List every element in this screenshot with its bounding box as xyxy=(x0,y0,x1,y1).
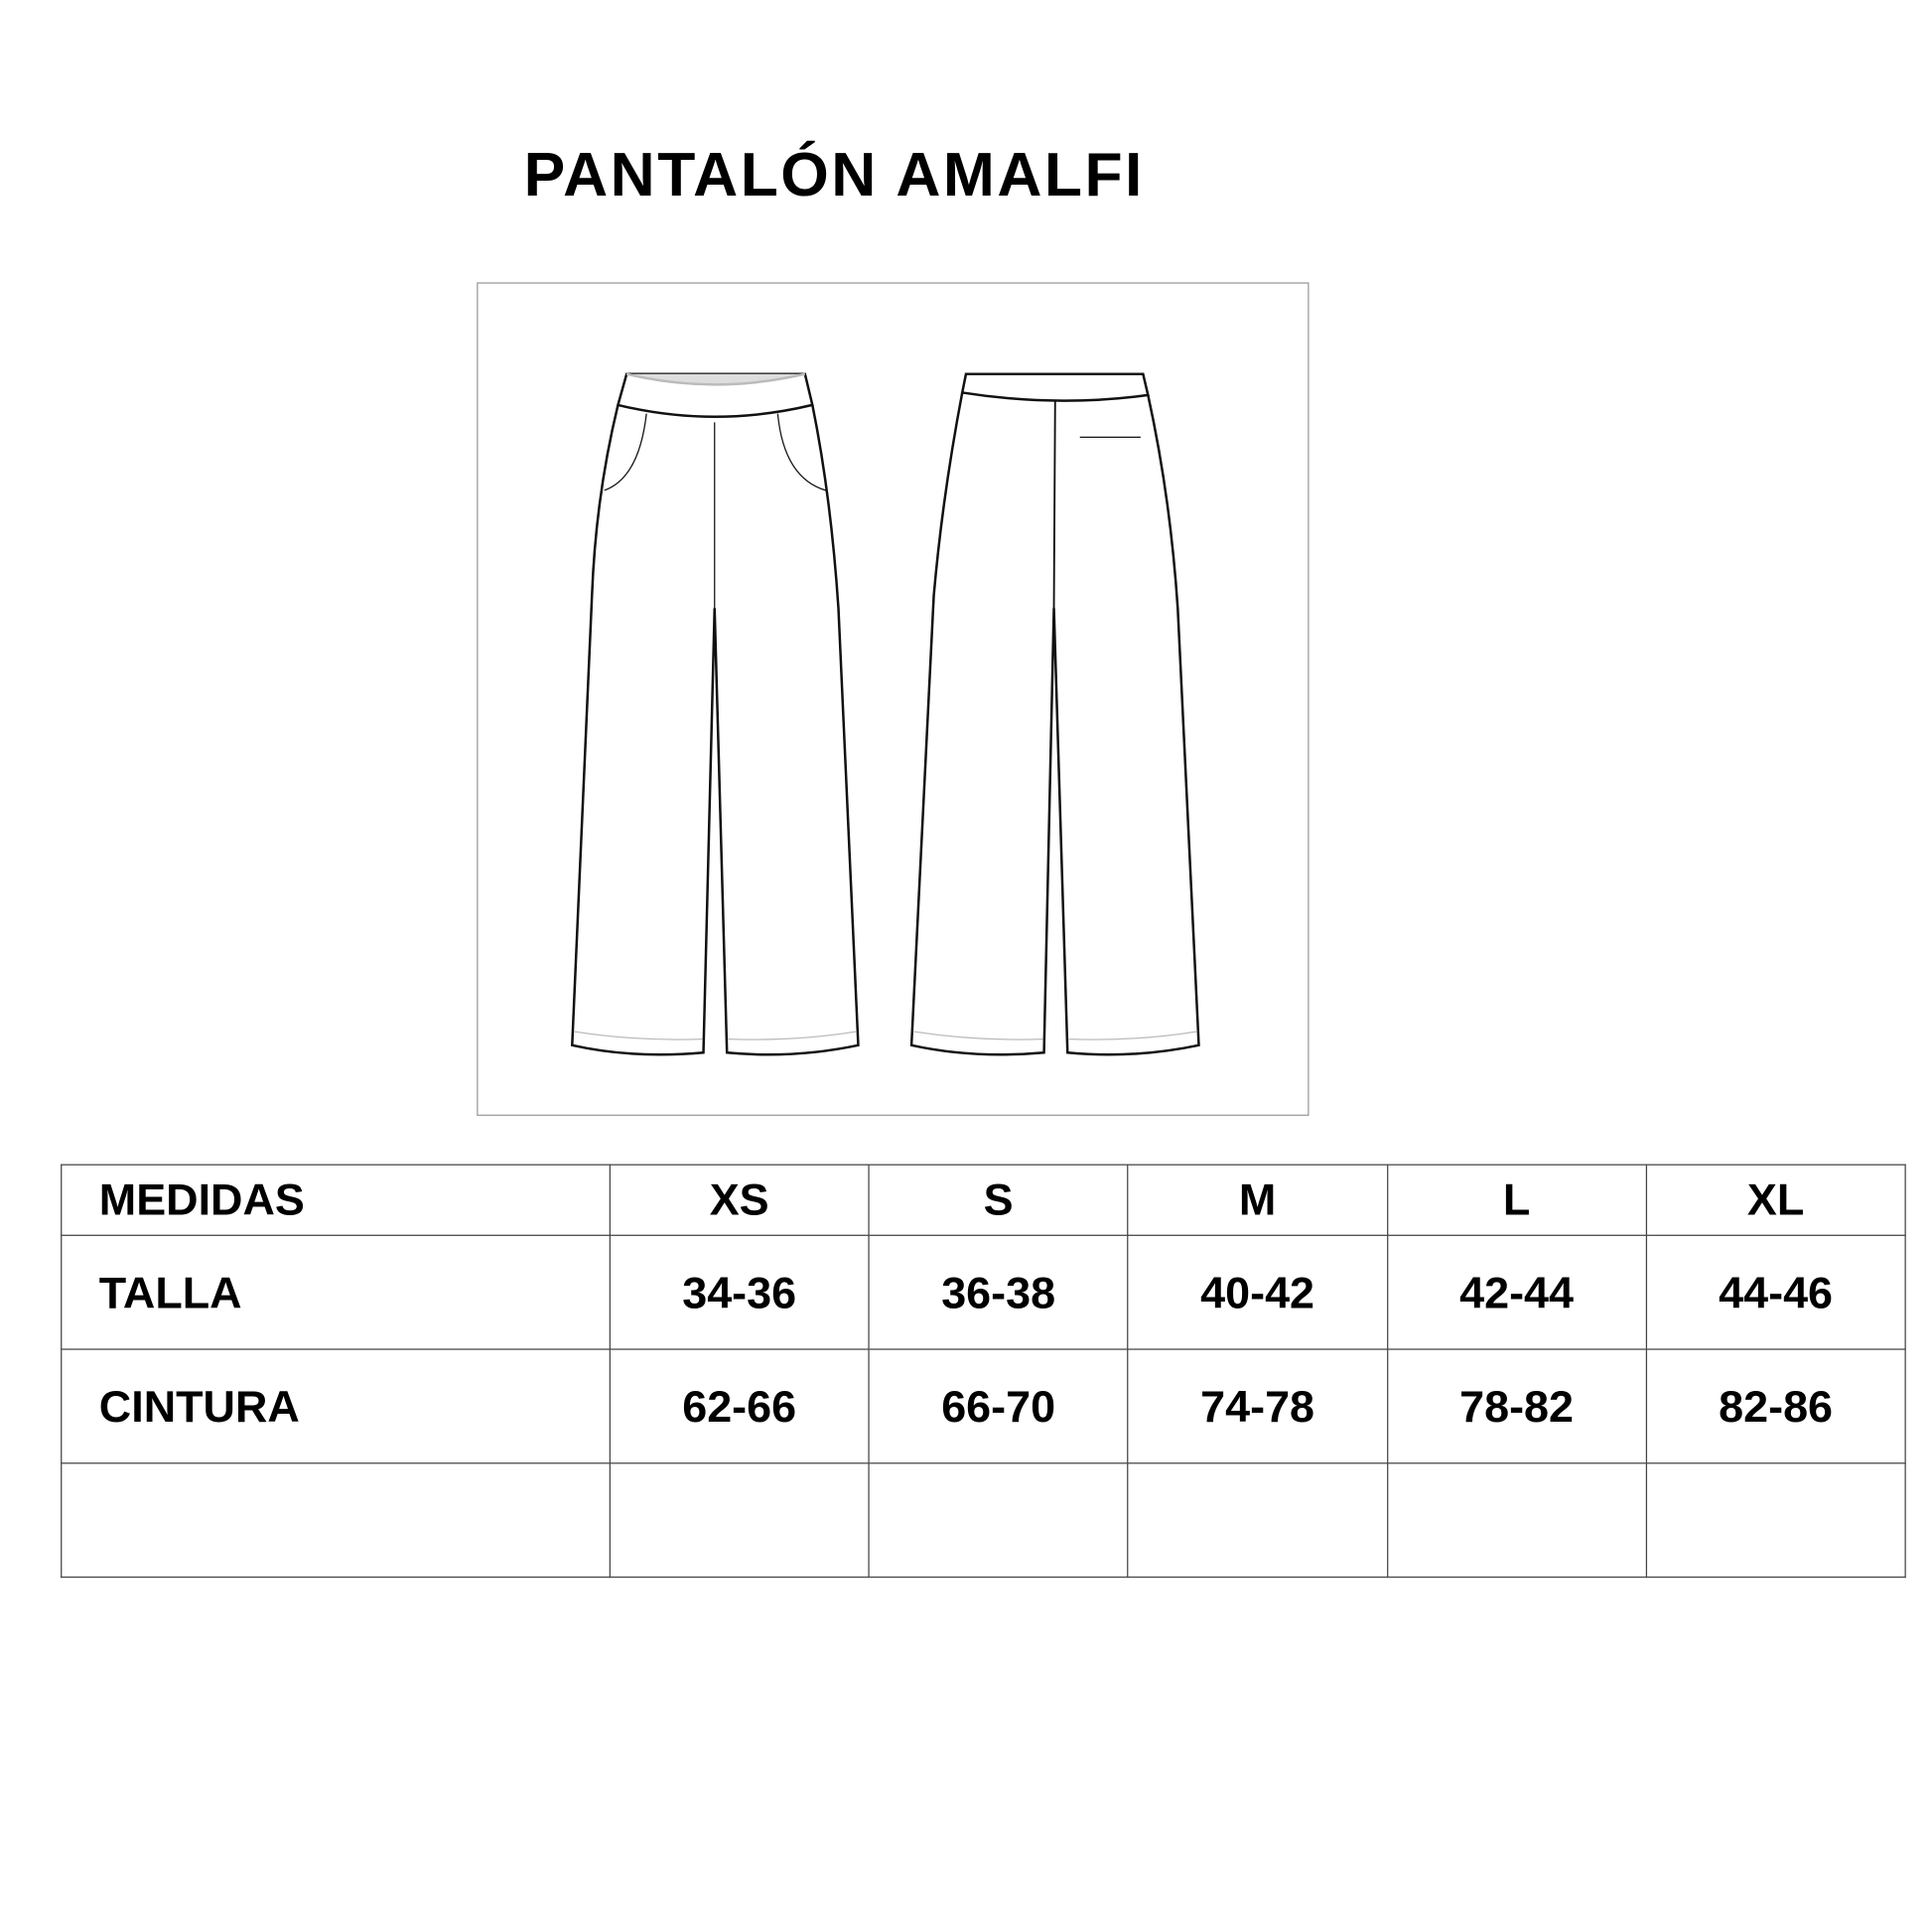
page-title: PANTALÓN AMALFI xyxy=(523,139,1145,209)
table-cell: 62-66 xyxy=(609,1348,870,1464)
table-row: CINTURA 62-66 66-70 74-78 78-82 82-86 xyxy=(61,1348,1906,1464)
pants-back-view xyxy=(909,372,1200,1056)
row-label xyxy=(61,1462,611,1579)
pants-technical-drawing xyxy=(477,282,1310,1116)
table-cell: 74-78 xyxy=(1127,1348,1388,1464)
header-cell: MEDIDAS xyxy=(61,1164,611,1236)
table-cell xyxy=(1127,1462,1388,1579)
table-row xyxy=(61,1462,1906,1579)
table-cell: 44-46 xyxy=(1645,1234,1906,1350)
size-chart-table: MEDIDAS XS S M L XL TALLA 34-36 36-38 40… xyxy=(61,1164,1906,1579)
header-cell: S xyxy=(868,1164,1129,1236)
table-cell: 78-82 xyxy=(1386,1348,1647,1464)
table-cell xyxy=(1645,1462,1906,1579)
table-header-row: MEDIDAS XS S M L XL xyxy=(61,1164,1906,1236)
table-cell: 82-86 xyxy=(1645,1348,1906,1464)
table-cell xyxy=(1386,1462,1647,1579)
header-cell: XL xyxy=(1645,1164,1906,1236)
header-cell: XS xyxy=(609,1164,870,1236)
table-cell xyxy=(868,1462,1129,1579)
row-label: TALLA xyxy=(61,1234,611,1350)
table-cell: 36-38 xyxy=(868,1234,1129,1350)
table-cell: 34-36 xyxy=(609,1234,870,1350)
table-cell xyxy=(609,1462,870,1579)
row-label: CINTURA xyxy=(61,1348,611,1464)
table-cell: 40-42 xyxy=(1127,1234,1388,1350)
table-cell: 66-70 xyxy=(868,1348,1129,1464)
pants-front-view xyxy=(571,372,860,1056)
table-row: TALLA 34-36 36-38 40-42 42-44 44-46 xyxy=(61,1234,1906,1350)
header-cell: L xyxy=(1386,1164,1647,1236)
header-cell: M xyxy=(1127,1164,1388,1236)
table-cell: 42-44 xyxy=(1386,1234,1647,1350)
